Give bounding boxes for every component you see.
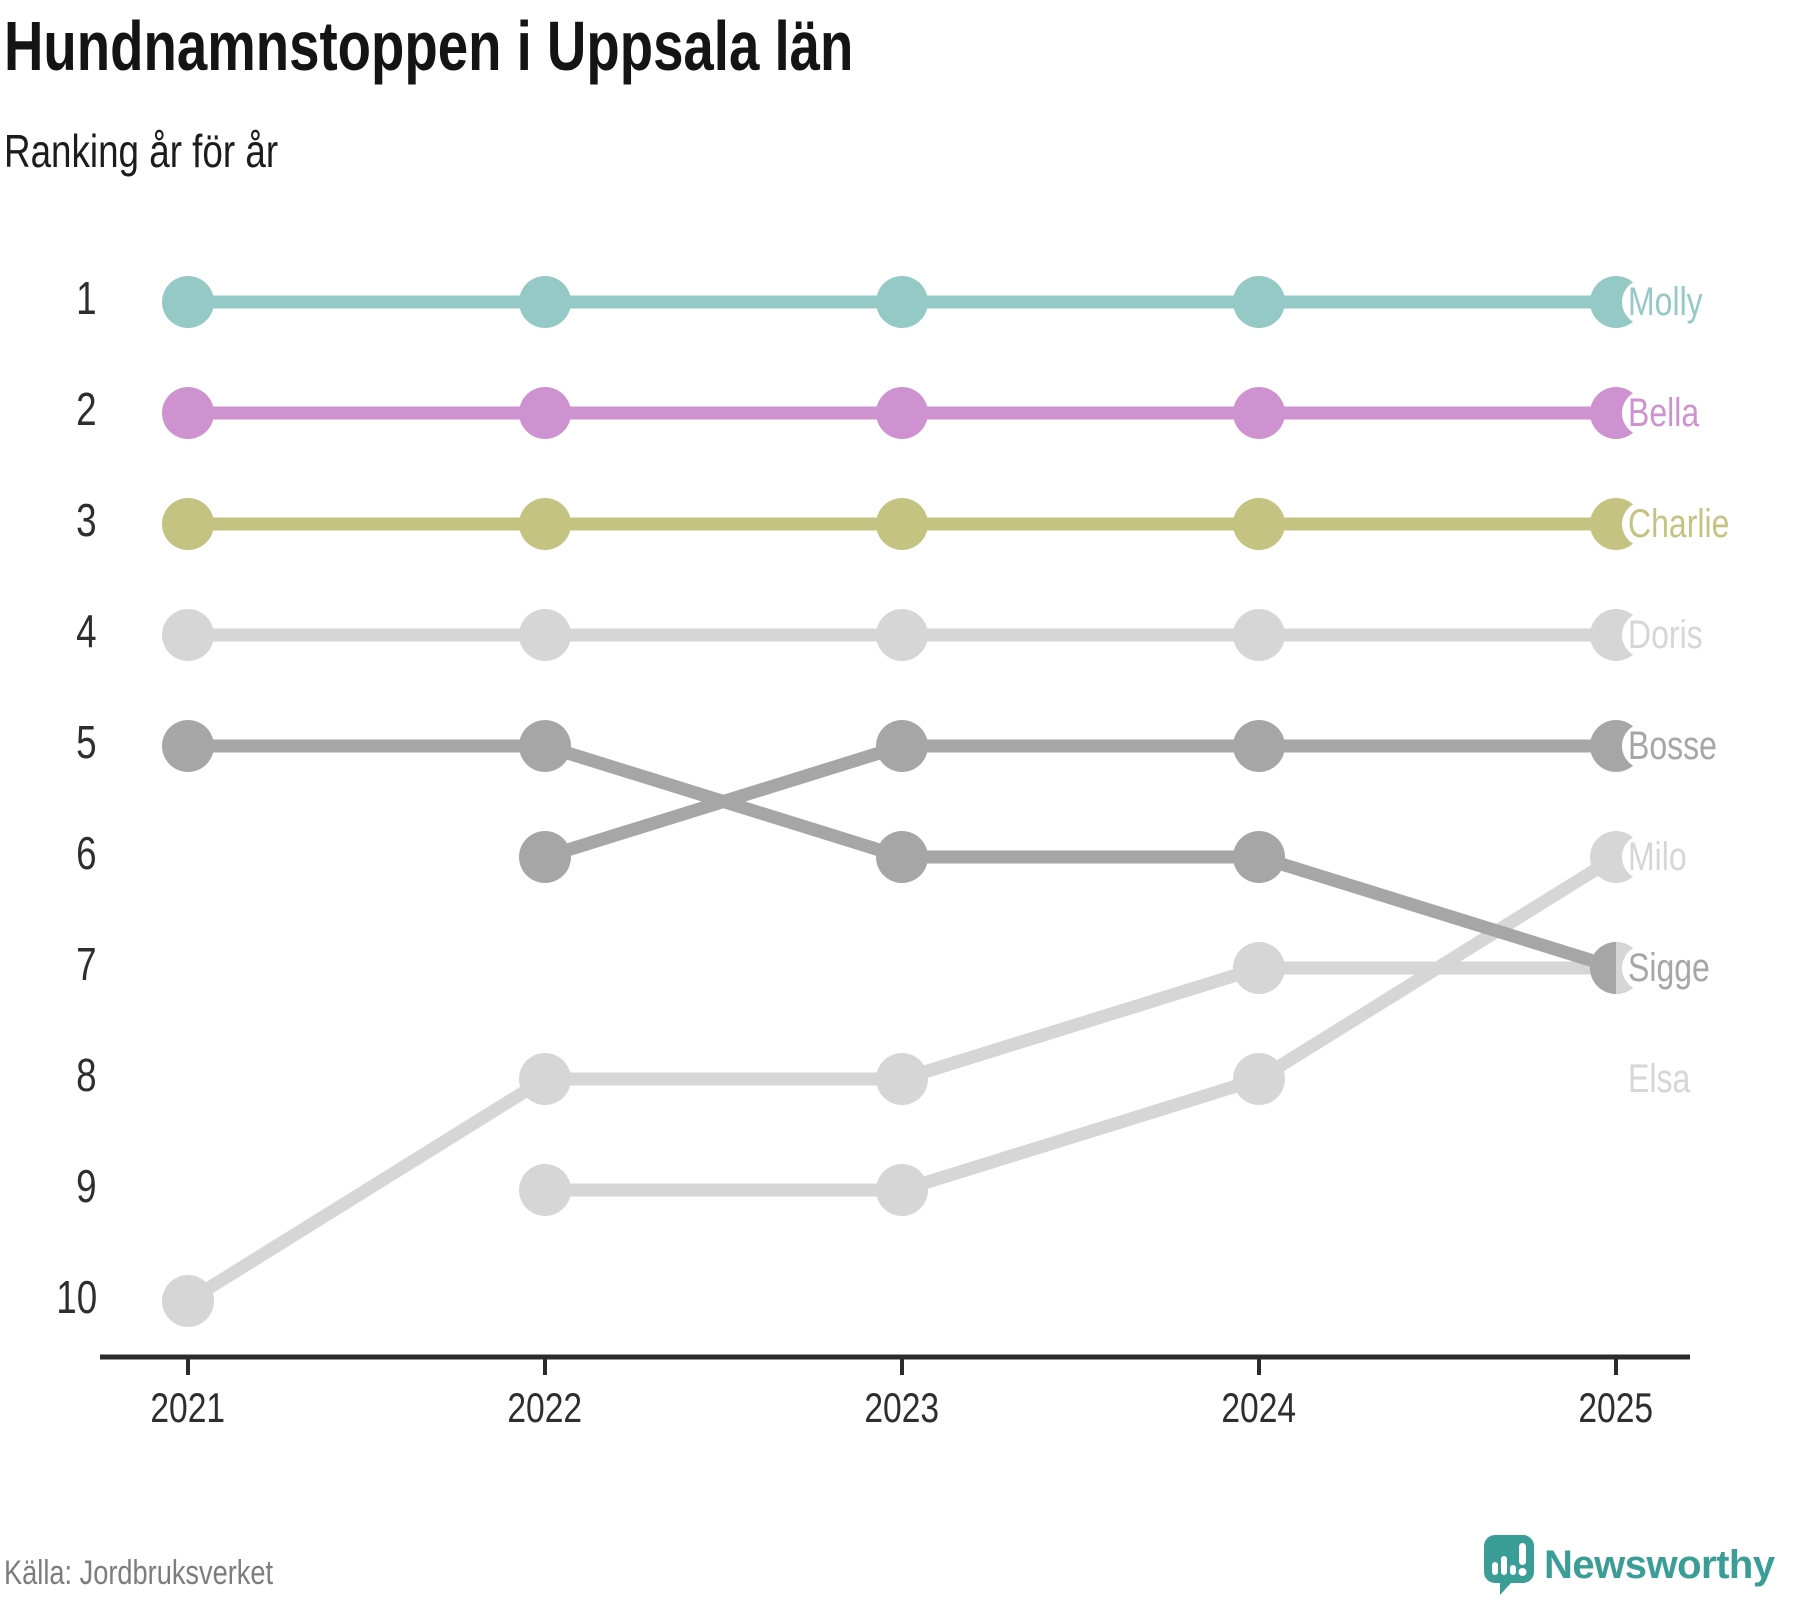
y-tick-label-9: 9 [0,1159,97,1213]
newsworthy-branding: Newsworthy [1484,1534,1775,1596]
data-point-dot-milo-2024 [1233,1053,1285,1105]
data-point-dot-charlie-2021 [162,498,214,550]
series-line-elsa [184,961,1616,1307]
data-point-dot-bella-2024 [1233,387,1285,439]
newsworthy-wordmark: Newsworthy [1544,1542,1775,1587]
y-tick-label-9-text: 9 [76,1160,97,1212]
data-point-dot-sigge-2021 [162,720,214,772]
x-tick-label-2021-text: 2021 [150,1384,226,1431]
data-point-dot-elsa-2023 [876,1053,928,1105]
x-tick-label-2023: 2023 [802,1384,1002,1432]
data-point-dot-charlie-2022 [519,498,571,550]
data-point-dot-charlie-2024 [1233,498,1285,550]
data-point-dot-sigge-2022 [519,720,571,772]
data-point-dot-elsa-2021 [162,1275,214,1327]
series-line-milo [545,851,1620,1197]
y-tick-label-4: 4 [0,604,97,658]
data-point-dot-sigge-2024 [1233,831,1285,883]
series-label-text-molly: Molly [1628,280,1703,324]
data-point-dot-bella-2023 [876,387,928,439]
y-tick-label-6: 6 [0,826,97,880]
series-label-text-bosse: Bosse [1628,724,1717,768]
data-point-dot-milo-2023 [876,1164,928,1216]
page-title-text: Hundnamnstoppen i Uppsala län [4,7,854,85]
y-tick-label-10-text: 10 [56,1271,97,1323]
y-tick-label-2-text: 2 [76,383,97,435]
y-tick-label-5: 5 [0,715,97,769]
series-label-sigge: Sigge [1622,945,1743,991]
chart-subtitle-text: Ranking år för år [4,125,279,177]
series-label-milo: Milo [1622,834,1714,880]
data-point-dot-bosse-2022 [519,831,571,883]
page-title: Hundnamnstoppen i Uppsala län [4,6,1093,86]
data-point-dot-doris-2021 [162,609,214,661]
series-label-charlie: Charlie [1622,501,1767,547]
y-tick-label-3: 3 [0,493,97,547]
y-tick-label-8-text: 8 [76,1049,97,1101]
y-tick-label-3-text: 3 [76,494,97,546]
y-tick-label-7: 7 [0,937,97,991]
source-note: Källa: Jordbruksverket [4,1554,340,1593]
x-tick-label-2025: 2025 [1516,1384,1716,1432]
y-tick-label-5-text: 5 [76,716,97,768]
x-tick-label-2021: 2021 [88,1384,288,1432]
series-label-elsa: Elsa [1622,1056,1718,1102]
data-point-dot-doris-2022 [519,609,571,661]
series-label-text-sigge: Sigge [1628,946,1710,990]
data-point-dot-milo-2022 [519,1164,571,1216]
data-point-dot-bosse-2023 [876,720,928,772]
series-label-text-milo: Milo [1628,835,1687,879]
x-tick-label-2024: 2024 [1159,1384,1359,1432]
y-tick-label-7-text: 7 [76,938,97,990]
x-tick-label-2022: 2022 [445,1384,645,1432]
series-label-text-elsa: Elsa [1628,1057,1691,1101]
newsworthy-speech-bubble-chart-icon [1484,1535,1534,1595]
series-label-text-bella: Bella [1628,391,1700,435]
data-point-dot-molly-2023 [876,276,928,328]
data-point-dot-sigge-2023 [876,831,928,883]
series-label-bella: Bella [1622,390,1729,436]
y-tick-label-8: 8 [0,1048,97,1102]
data-point-dot-charlie-2023 [876,498,928,550]
data-point-dot-molly-2024 [1233,276,1285,328]
y-tick-label-10: 10 [0,1270,97,1324]
x-tick-label-2022-text: 2022 [507,1384,583,1431]
series-label-bosse: Bosse [1622,723,1752,769]
data-point-dot-doris-2024 [1233,609,1285,661]
data-point-dot-bosse-2024 [1233,720,1285,772]
y-tick-label-1-text: 1 [76,272,97,324]
x-tick-label-2023-text: 2023 [864,1384,940,1431]
data-point-dot-elsa-2024 [1233,942,1285,994]
y-tick-label-4-text: 4 [76,605,97,657]
y-tick-label-2: 2 [0,382,97,436]
y-tick-label-1: 1 [0,271,97,325]
x-tick-label-2024-text: 2024 [1221,1384,1297,1431]
data-point-dot-molly-2022 [519,276,571,328]
series-label-text-doris: Doris [1628,613,1703,657]
source-note-text: Källa: Jordbruksverket [4,1554,274,1592]
data-point-dot-molly-2021 [162,276,214,328]
data-point-dot-bella-2022 [519,387,571,439]
x-tick-label-2025-text: 2025 [1578,1384,1654,1431]
y-tick-label-6-text: 6 [76,827,97,879]
series-label-text-charlie: Charlie [1628,502,1730,546]
chart-subtitle: Ranking år för år [4,124,347,178]
data-point-dot-elsa-2022 [519,1053,571,1105]
data-point-dot-doris-2023 [876,609,928,661]
data-point-dot-bella-2021 [162,387,214,439]
series-label-molly: Molly [1622,279,1734,325]
series-label-doris: Doris [1622,612,1734,658]
